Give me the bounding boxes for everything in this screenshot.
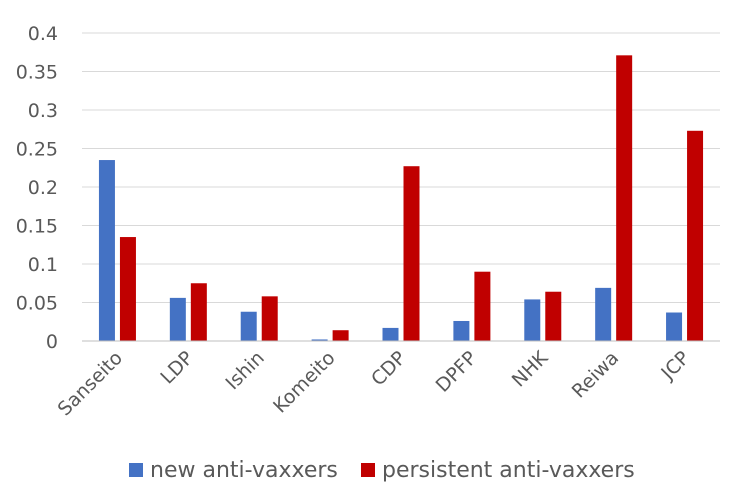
bar-persistent-reiwa xyxy=(616,55,633,342)
gridlines xyxy=(82,32,720,303)
legend-label-new: new anti-vaxxers xyxy=(150,458,338,483)
bar-persistent-komeito xyxy=(332,330,349,341)
legend-swatch-new xyxy=(129,463,143,477)
bar-new-cdp xyxy=(382,327,399,341)
y-tick-label: 0.35 xyxy=(16,62,58,84)
legend-swatch-persistent xyxy=(361,463,375,477)
y-axis-tick-labels: 0 0.05 0.1 0.15 0.2 0.25 0.3 0.35 0.4 xyxy=(16,23,58,353)
x-category-label: Komeito xyxy=(269,347,340,418)
bar-persistent-ishin xyxy=(261,296,278,341)
x-category-label: LDP xyxy=(156,347,197,388)
x-category-label: DPFP xyxy=(432,347,482,397)
y-tick-label: 0.4 xyxy=(28,23,58,45)
bar-new-dpfp xyxy=(453,320,470,341)
x-category-label: Ishin xyxy=(221,347,268,394)
x-axis-category-labels: Sanseito LDP Ishin Komeito CDP DPFP NHK Reiwa JC… xyxy=(54,347,694,421)
x-category-label: Sanseito xyxy=(54,347,127,420)
y-tick-label: 0 xyxy=(46,331,58,353)
bar-persistent-jcp xyxy=(687,130,704,341)
x-category-label: CDP xyxy=(367,347,410,390)
x-category-label: Reiwa xyxy=(568,347,624,403)
y-tick-label: 0.3 xyxy=(28,100,58,122)
bar-new-reiwa xyxy=(595,287,612,341)
bar-new-sanseito xyxy=(98,160,115,341)
y-tick-label: 0.05 xyxy=(16,293,58,315)
x-category-label: JCP xyxy=(656,347,694,385)
bar-new-jcp xyxy=(666,312,683,341)
bar-new-komeito xyxy=(311,339,328,341)
bar-persistent-nhk xyxy=(545,291,562,341)
bar-new-ishin xyxy=(240,311,257,341)
y-tick-label: 0.15 xyxy=(16,216,58,238)
bar-persistent-sanseito xyxy=(119,237,136,341)
y-tick-label: 0.2 xyxy=(28,177,58,199)
bar-persistent-cdp xyxy=(403,166,420,341)
legend: new anti-vaxxers persistent anti-vaxxers xyxy=(129,458,635,483)
y-tick-label: 0.25 xyxy=(16,139,58,161)
bars xyxy=(98,55,704,342)
bar-new-nhk xyxy=(524,299,541,341)
legend-label-persistent: persistent anti-vaxxers xyxy=(382,458,635,483)
x-category-label: NHK xyxy=(508,347,553,392)
bar-new-ldp xyxy=(169,297,186,341)
bar-persistent-ldp xyxy=(190,283,207,341)
bar-persistent-dpfp xyxy=(474,271,491,341)
y-tick-label: 0.1 xyxy=(28,254,58,276)
